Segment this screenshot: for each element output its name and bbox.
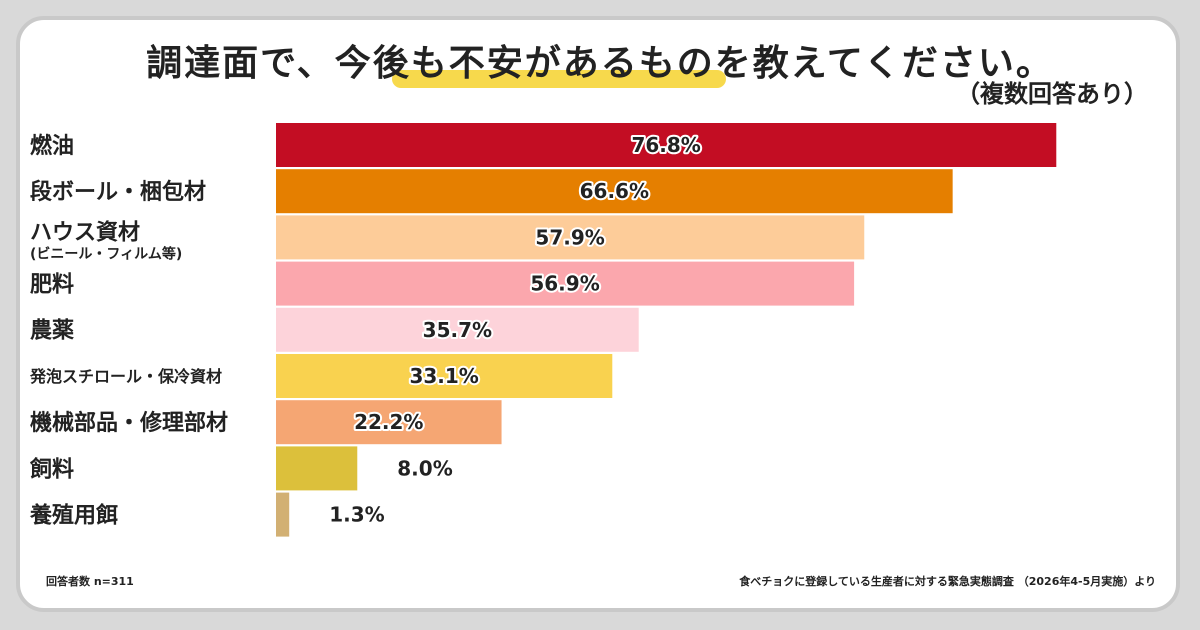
category-label-2: 段ボール・梱包材 <box>30 179 206 205</box>
value-label-7: 22.2% <box>354 410 423 434</box>
chart-subtitle: （複数回答あり） <box>956 80 1148 108</box>
source-note: 食べチョクに登録している生産者に対する緊急実態調査 （2026年4-5月実施）よ… <box>739 575 1156 588</box>
bar-5 <box>276 307 639 352</box>
bar-3 <box>276 215 865 260</box>
value-label-1: 76.8% <box>631 133 700 157</box>
value-label-3: 57.9% <box>535 225 604 249</box>
value-label-2: 66.6% <box>580 179 649 203</box>
category-label-1: 燃油 <box>30 133 74 159</box>
value-label-8: 8.0% <box>397 456 452 480</box>
value-label-5: 35.7% <box>423 318 492 342</box>
bar-7 <box>276 400 502 445</box>
title-highlight <box>392 70 726 88</box>
category-label-6: 発泡スチロール・保冷資材 <box>29 367 222 386</box>
category-label-7: 機械部品・修理部材 <box>30 410 228 436</box>
value-label-9: 1.3% <box>329 503 384 527</box>
category-note-3: (ビニール・フィルム等) <box>30 245 182 262</box>
chart-title: 調達面で、今後も不安があるものを教えてください。 <box>146 43 1054 84</box>
bar-9 <box>276 492 290 537</box>
category-label-8: 飼料 <box>29 456 74 482</box>
bar-8 <box>276 446 358 491</box>
bar-4 <box>276 261 855 306</box>
category-label-5: 農薬 <box>30 319 74 344</box>
category-label-4: 肥料 <box>30 273 74 298</box>
bar-1 <box>276 123 1057 167</box>
category-label-9: 養殖用餌 <box>30 503 118 529</box>
value-label-4: 56.9% <box>530 272 599 296</box>
value-label-6: 33.1% <box>409 364 478 388</box>
respondent-count: 回答者数 n=311 <box>46 575 134 588</box>
bar-2 <box>276 169 953 214</box>
category-label-3: ハウス資材 <box>30 219 140 245</box>
bar-6 <box>276 354 613 398</box>
